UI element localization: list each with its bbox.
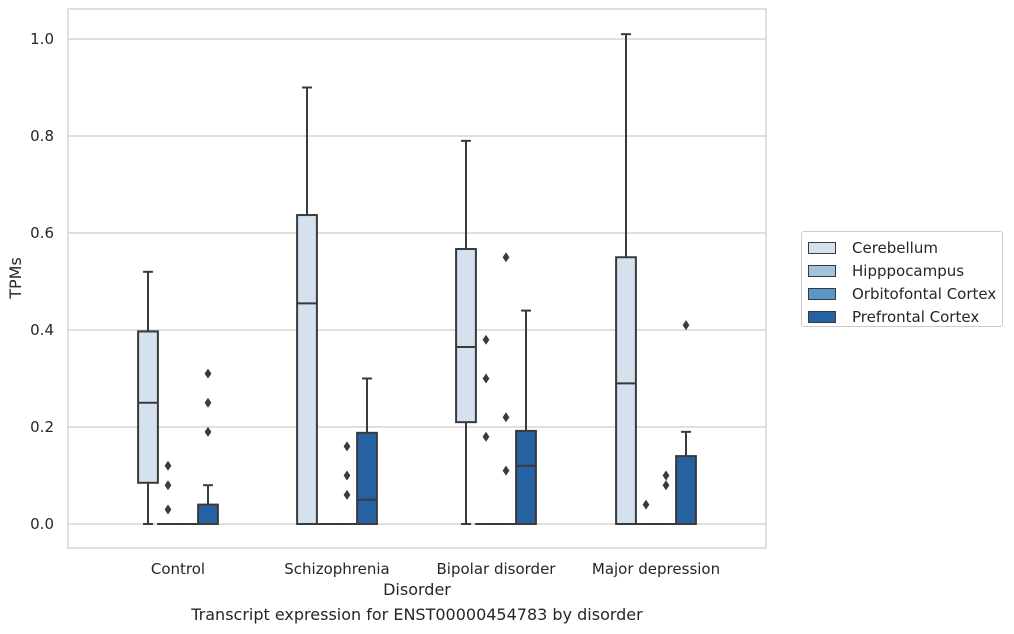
y-tick-labels: 0.0 0.2 0.4 0.6 0.8 1.0 bbox=[30, 30, 54, 533]
outlier-point bbox=[482, 373, 490, 384]
legend-item-prefrontal-cortex: Prefrontal Cortex bbox=[808, 305, 1002, 328]
x-tick-label: Major depression bbox=[592, 560, 720, 578]
outlier-point bbox=[204, 426, 212, 437]
plot-frame bbox=[67, 8, 767, 549]
legend-item-orbitofrontal-cortex: Orbitofontal Cortex bbox=[808, 282, 1002, 305]
box-body bbox=[197, 503, 219, 526]
box-cerebellum bbox=[615, 33, 637, 525]
outlier-point bbox=[164, 504, 172, 515]
outlier-point bbox=[642, 499, 650, 510]
box-prefrontal-cortex bbox=[515, 309, 537, 526]
box-hipppocampus bbox=[635, 499, 657, 526]
x-tick-label: Schizophrenia bbox=[284, 560, 389, 578]
legend-swatch bbox=[808, 310, 836, 323]
x-tick-label: Control bbox=[151, 560, 205, 578]
box-prefrontal-cortex bbox=[356, 377, 378, 526]
y-tick-label: 0.2 bbox=[30, 418, 54, 436]
grid-lines bbox=[68, 38, 766, 525]
legend-label: Hipppocampus bbox=[852, 261, 965, 280]
box-orbitofontal-cortex bbox=[336, 441, 358, 526]
x-tick-label: Bipolar disorder bbox=[437, 560, 557, 578]
outlier-point bbox=[502, 252, 510, 263]
outlier-point bbox=[482, 334, 490, 345]
outlier-point bbox=[682, 320, 690, 331]
box-prefrontal-cortex bbox=[675, 320, 697, 526]
y-tick-label: 0.0 bbox=[30, 515, 54, 533]
legend-label: Cerebellum bbox=[852, 238, 938, 257]
boxes bbox=[137, 33, 697, 526]
box-body bbox=[296, 214, 318, 525]
legend: Cerebellum Hipppocampus Orbitofontal Cor… bbox=[801, 231, 1003, 327]
legend-label: Orbitofontal Cortex bbox=[852, 284, 997, 303]
box-hipppocampus bbox=[157, 460, 179, 526]
outlier-point bbox=[204, 368, 212, 379]
box-body bbox=[515, 429, 537, 526]
outlier-point bbox=[343, 489, 351, 500]
box-orbitofontal-cortex bbox=[495, 252, 517, 526]
box-body bbox=[137, 330, 159, 484]
outlier-point bbox=[482, 431, 490, 442]
box-prefrontal-cortex bbox=[197, 368, 219, 526]
y-tick-label: 0.6 bbox=[30, 224, 54, 242]
box-body bbox=[356, 431, 378, 526]
box-body bbox=[455, 248, 477, 424]
box-cerebellum bbox=[455, 139, 477, 525]
box-cerebellum bbox=[296, 86, 318, 525]
outlier-point bbox=[502, 465, 510, 476]
legend-swatch bbox=[808, 241, 836, 254]
legend-label: Prefrontal Cortex bbox=[852, 307, 980, 326]
outlier-point bbox=[662, 470, 670, 481]
outlier-point bbox=[343, 470, 351, 481]
chart-caption: Transcript expression for ENST0000045478… bbox=[191, 605, 643, 624]
outlier-point bbox=[343, 441, 351, 452]
outlier-point bbox=[502, 412, 510, 423]
y-tick-label: 0.4 bbox=[30, 321, 54, 339]
y-tick-label: 1.0 bbox=[30, 30, 54, 48]
outlier-point bbox=[662, 480, 670, 491]
box-cerebellum bbox=[137, 270, 159, 525]
box-body bbox=[615, 256, 637, 525]
outlier-point bbox=[204, 397, 212, 408]
y-tick-label: 0.8 bbox=[30, 127, 54, 145]
box-orbitofontal-cortex bbox=[655, 470, 677, 526]
legend-swatch bbox=[808, 264, 836, 277]
legend-item-hippocampus: Hipppocampus bbox=[808, 259, 1002, 282]
x-tick-labels: Control Schizophrenia Bipolar disorder Majo… bbox=[151, 560, 720, 578]
x-axis-label: Disorder bbox=[383, 580, 451, 599]
y-axis-label: TPMs bbox=[6, 257, 25, 300]
legend-item-cerebellum: Cerebellum bbox=[808, 236, 1002, 259]
box-body bbox=[675, 455, 697, 526]
box-hipppocampus bbox=[475, 334, 497, 526]
legend-swatch bbox=[808, 287, 836, 300]
outlier-point bbox=[164, 460, 172, 471]
outlier-point bbox=[164, 480, 172, 491]
